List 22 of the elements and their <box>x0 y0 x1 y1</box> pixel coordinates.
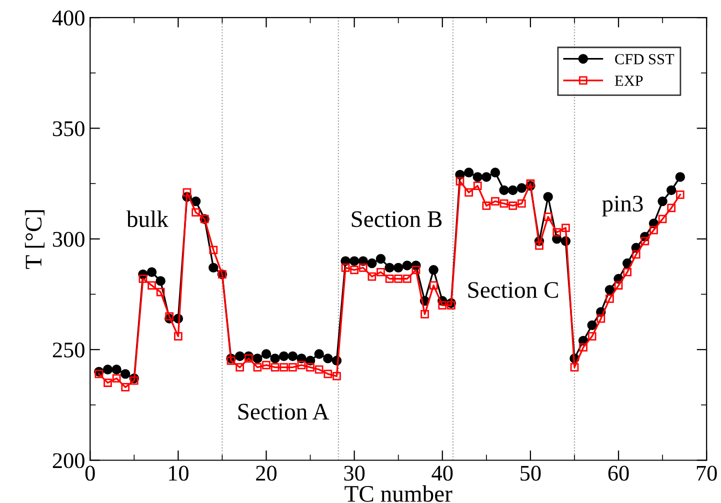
y-tick-label: 250 <box>52 342 84 358</box>
y-tick-label: 200 <box>52 453 84 468</box>
x-tick-label: 40 <box>432 466 453 481</box>
annotation: pin3 <box>602 196 643 216</box>
x-axis-title: TC number <box>344 485 452 502</box>
y-axis-title: T [°C] <box>24 210 45 269</box>
x-tick-label: 0 <box>85 466 95 481</box>
annotation: Section C <box>468 282 558 298</box>
y-tick-label: 400 <box>52 10 84 26</box>
x-tick-label: 50 <box>520 466 541 481</box>
x-tick-label: 60 <box>608 466 629 481</box>
x-tick-label: 30 <box>344 466 365 481</box>
annotation: bulk <box>126 210 168 228</box>
y-tick-label: 300 <box>52 232 84 247</box>
x-tick-label: 10 <box>169 466 188 481</box>
legend-label: EXP <box>614 76 643 86</box>
annotation: Section B <box>352 211 442 228</box>
y-tick-label: 350 <box>52 121 84 136</box>
x-tick-label: 20 <box>256 466 277 481</box>
annotation: Section A <box>238 404 330 420</box>
legend-label: CFD SST <box>615 54 674 64</box>
x-tick-label: 70 <box>696 466 717 481</box>
